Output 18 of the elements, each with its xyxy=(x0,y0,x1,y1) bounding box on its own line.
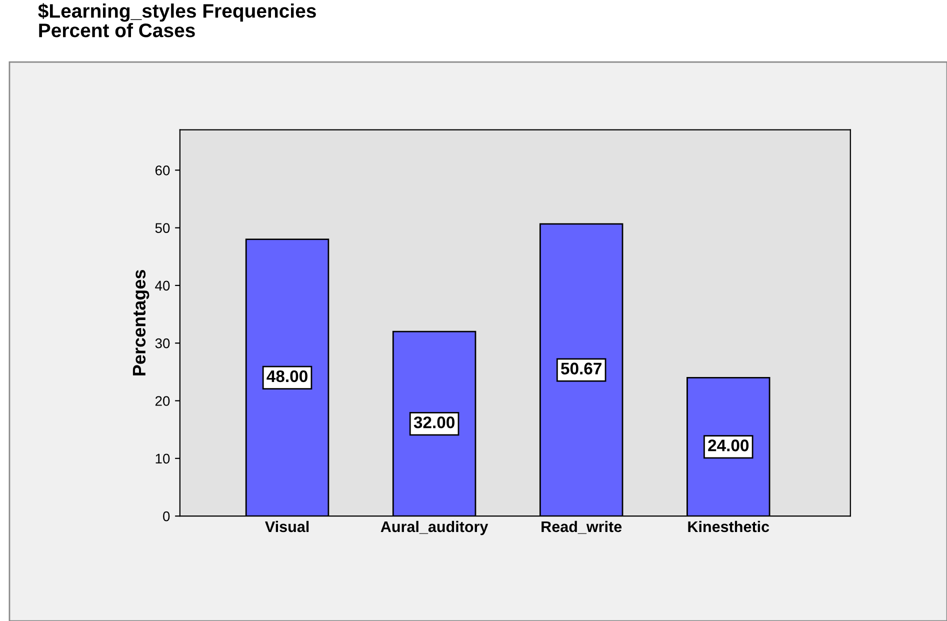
y-tick-label: 30 xyxy=(155,338,170,348)
y-tick-label: 0 xyxy=(163,511,170,522)
x-tick-label: Read_write xyxy=(542,520,622,534)
data-label: 32.00 xyxy=(414,416,454,428)
y-axis-title: Percentages xyxy=(132,270,150,376)
x-tick-label: Visual xyxy=(265,520,309,532)
y-tick-label: 50 xyxy=(155,223,170,233)
chart-title: $Learning_styles Frequencies xyxy=(38,3,316,22)
y-tick-label: 40 xyxy=(155,280,170,291)
data-label: 50.67 xyxy=(560,362,602,374)
x-tick-label: Kinesthetic xyxy=(688,520,770,532)
y-tick-label: 60 xyxy=(155,165,170,176)
y-tick-label: 10 xyxy=(156,454,170,464)
y-tick-label: 20 xyxy=(155,396,170,406)
data-label: 48.00 xyxy=(266,370,308,382)
x-tick-label: Aural_auditory xyxy=(380,520,488,536)
chart-subtitle: Percent of Cases xyxy=(39,22,195,38)
data-label: 24.00 xyxy=(708,440,749,452)
